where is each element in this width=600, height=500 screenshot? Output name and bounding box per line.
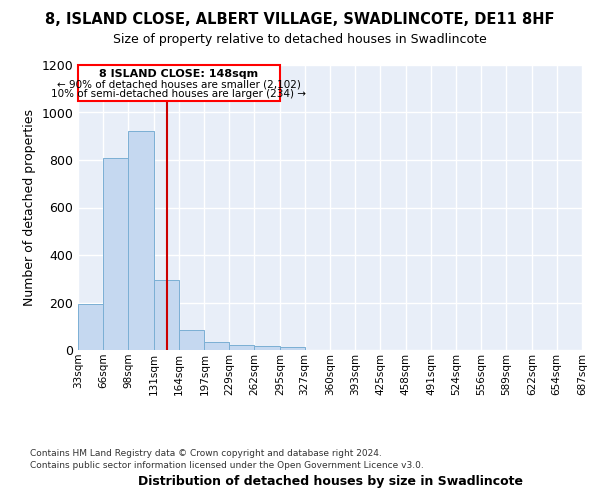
- Bar: [254, 346, 280, 350]
- Bar: [78, 304, 103, 350]
- Text: 8, ISLAND CLOSE, ALBERT VILLAGE, SWADLINCOTE, DE11 8HF: 8, ISLAND CLOSE, ALBERT VILLAGE, SWADLIN…: [45, 12, 555, 28]
- Bar: [179, 330, 205, 350]
- Bar: [205, 342, 229, 350]
- Text: Contains HM Land Registry data © Crown copyright and database right 2024.: Contains HM Land Registry data © Crown c…: [30, 448, 382, 458]
- Text: Distribution of detached houses by size in Swadlincote: Distribution of detached houses by size …: [137, 474, 523, 488]
- Text: 10% of semi-detached houses are larger (234) →: 10% of semi-detached houses are larger (…: [52, 89, 307, 99]
- Bar: [128, 132, 154, 350]
- Text: ← 90% of detached houses are smaller (2,102): ← 90% of detached houses are smaller (2,…: [57, 79, 301, 89]
- Bar: [103, 158, 128, 350]
- Bar: [280, 347, 305, 350]
- Bar: [154, 280, 179, 350]
- Bar: [229, 346, 254, 350]
- Text: Contains public sector information licensed under the Open Government Licence v3: Contains public sector information licen…: [30, 461, 424, 470]
- Text: 8 ISLAND CLOSE: 148sqm: 8 ISLAND CLOSE: 148sqm: [100, 68, 259, 78]
- Y-axis label: Number of detached properties: Number of detached properties: [23, 109, 36, 306]
- Text: Size of property relative to detached houses in Swadlincote: Size of property relative to detached ho…: [113, 32, 487, 46]
- Bar: [78, 65, 280, 100]
